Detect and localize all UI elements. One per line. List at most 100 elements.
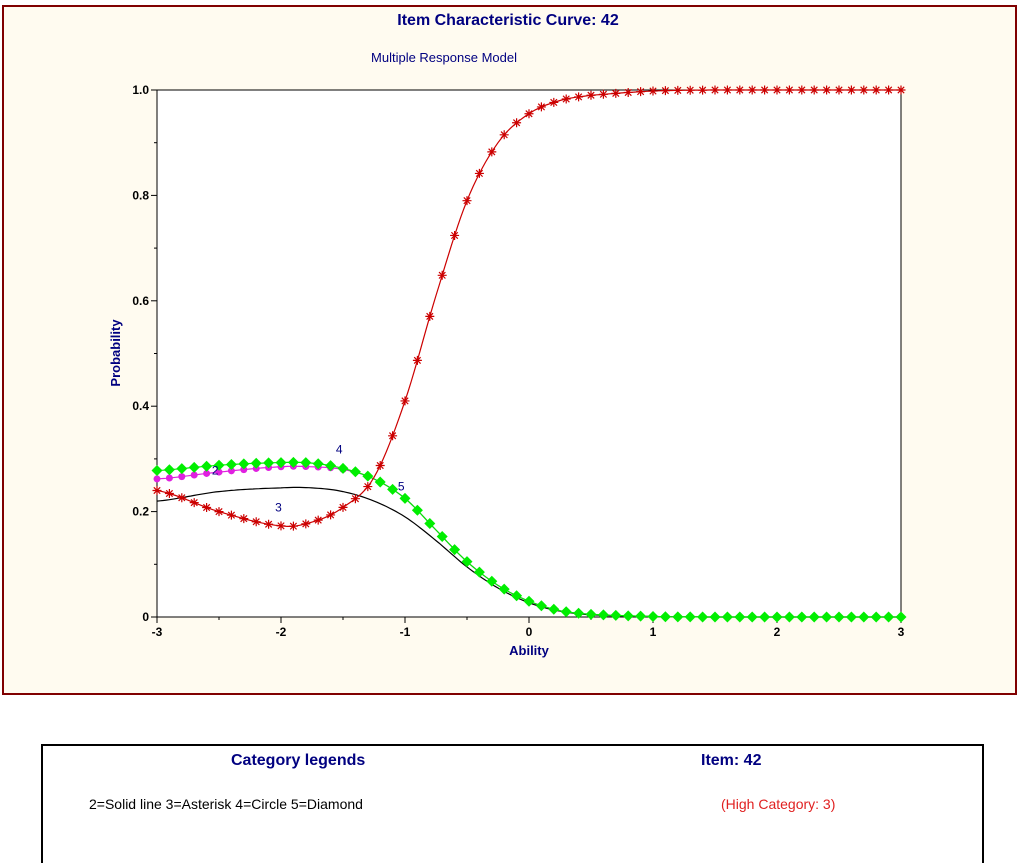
y-tick-label: 1.0 <box>132 83 149 97</box>
series-point-4 <box>424 518 436 530</box>
series-point-5 <box>487 147 497 157</box>
legend-item-number: Item: 42 <box>701 752 762 769</box>
series-point-5 <box>412 355 422 365</box>
legend-panel: Category legends Item: 42 2=Solid line 3… <box>41 744 984 863</box>
series-point-4 <box>734 611 746 623</box>
series-point-5 <box>288 521 298 531</box>
series-point-5 <box>437 270 447 280</box>
series-point-4 <box>201 460 213 472</box>
series-point-4 <box>858 611 870 623</box>
series-point-5 <box>499 130 509 140</box>
series-point-2 <box>190 471 198 479</box>
series-point-5 <box>152 486 162 496</box>
series-point-5 <box>177 493 187 503</box>
series-point-4 <box>548 603 560 615</box>
series-point-4 <box>597 609 609 621</box>
x-tick-label: 2 <box>774 625 781 639</box>
series-point-5 <box>239 514 249 524</box>
series-point-5 <box>760 85 770 95</box>
series-point-5 <box>809 85 819 95</box>
series-point-2 <box>165 474 173 482</box>
x-tick-label: -3 <box>152 625 163 639</box>
series-point-5 <box>896 85 906 95</box>
series-point-4 <box>188 461 200 473</box>
series-point-5 <box>834 85 844 95</box>
series-point-4 <box>684 611 696 623</box>
x-tick-label: 3 <box>898 625 905 639</box>
series-point-5 <box>276 521 286 531</box>
x-tick-label: -1 <box>400 625 411 639</box>
series-point-4 <box>312 458 324 470</box>
series-point-5 <box>338 502 348 512</box>
series-point-5 <box>301 519 311 529</box>
series-point-4 <box>163 464 175 476</box>
series-point-4 <box>697 611 709 623</box>
series-point-2 <box>240 466 248 474</box>
series-point-5 <box>425 311 435 321</box>
series-point-5 <box>400 396 410 406</box>
series-point-4 <box>374 476 386 488</box>
series-point-4 <box>845 611 857 623</box>
series-point-5 <box>474 168 484 178</box>
series-point-5 <box>536 102 546 112</box>
series-point-5 <box>871 85 881 95</box>
series-point-5 <box>685 85 695 95</box>
x-tick-label: -2 <box>276 625 287 639</box>
series-point-4 <box>870 611 882 623</box>
y-axis-label: Probability <box>108 319 123 387</box>
y-tick-label: 0 <box>142 610 149 624</box>
series-point-4 <box>796 611 808 623</box>
series-point-4 <box>672 611 684 623</box>
series-point-4 <box>721 611 733 623</box>
legend-description: 2=Solid line 3=Asterisk 4=Circle 5=Diamo… <box>89 796 363 812</box>
icc-chart: Item Characteristic Curve: 42 Multiple R… <box>108 12 907 658</box>
series-point-4 <box>647 610 659 622</box>
series-point-4 <box>883 611 895 623</box>
series-point-5 <box>363 482 373 492</box>
series-point-5 <box>202 502 212 512</box>
series-point-4 <box>535 600 547 612</box>
series-point-4 <box>783 611 795 623</box>
series-point-5 <box>822 85 832 95</box>
series-point-4 <box>523 595 535 607</box>
series-point-5 <box>586 90 596 100</box>
series-point-4 <box>610 609 622 621</box>
series-point-5 <box>189 498 199 508</box>
series-point-4 <box>213 459 225 471</box>
series-point-5 <box>735 85 745 95</box>
series-point-5 <box>623 87 633 97</box>
series-point-5 <box>859 85 869 95</box>
series-point-5 <box>264 519 274 529</box>
series-point-5 <box>797 85 807 95</box>
series-point-5 <box>598 89 608 99</box>
series-point-5 <box>226 510 236 520</box>
series-point-5 <box>450 230 460 240</box>
series-point-4 <box>325 460 337 472</box>
series-5 <box>152 85 906 531</box>
series-point-4 <box>771 611 783 623</box>
series-point-4 <box>560 606 572 618</box>
series-point-4 <box>573 607 585 619</box>
series-point-5 <box>350 494 360 504</box>
series-point-4 <box>808 611 820 623</box>
series-point-5 <box>524 109 534 119</box>
series-point-4 <box>263 457 275 469</box>
series-point-5 <box>698 85 708 95</box>
series-point-4 <box>585 608 597 620</box>
curve-label-5: 5 <box>398 480 405 494</box>
plot-area <box>156 89 902 618</box>
series-point-5 <box>611 88 621 98</box>
series-point-5 <box>772 85 782 95</box>
series-point-2 <box>178 473 186 481</box>
series-point-2 <box>227 467 235 475</box>
series-point-4 <box>635 610 647 622</box>
series-point-4 <box>473 566 485 578</box>
series-point-4 <box>759 611 771 623</box>
series-point-5 <box>549 97 559 107</box>
series-point-4 <box>411 504 423 516</box>
series-point-4 <box>833 611 845 623</box>
series-point-4 <box>498 583 510 595</box>
series-point-5 <box>512 118 522 128</box>
series-point-5 <box>636 87 646 97</box>
series-point-4 <box>387 483 399 495</box>
